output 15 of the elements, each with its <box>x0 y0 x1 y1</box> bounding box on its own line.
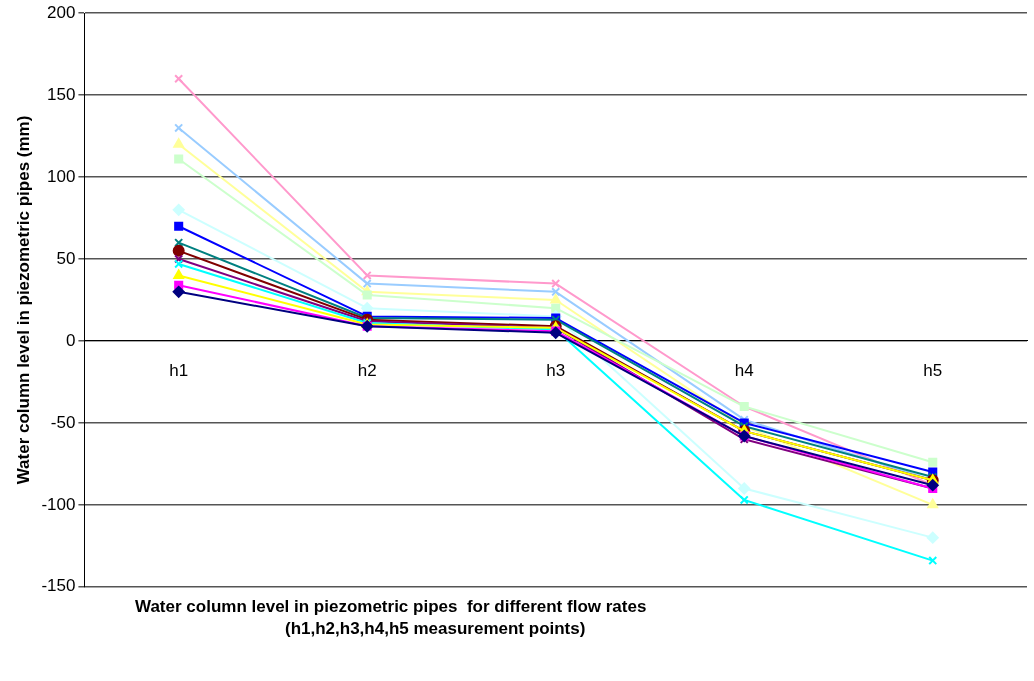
x-axis-title: Water column level in piezometric pipes for different flow rates (h1,h2,h3,h4,h5 measurement points) <box>135 596 647 640</box>
y-axis-title: Water column level in piezometric pipes (mm) <box>13 115 33 485</box>
y-tick-label: 0 <box>65 330 76 350</box>
y-tick-label: -150 <box>41 576 76 596</box>
y-tick-label: 100 <box>47 166 76 186</box>
y-tick-label: -50 <box>50 412 76 432</box>
y-tick-label: 150 <box>47 84 76 104</box>
x-tick-label: h1 <box>169 360 189 380</box>
y-tick-label: 200 <box>47 2 76 22</box>
x-tick-label: h2 <box>357 360 377 380</box>
x-tick-label: h5 <box>923 360 943 380</box>
x-tick-label: h4 <box>734 360 754 380</box>
y-tick-label: -100 <box>41 494 76 514</box>
x-tick-label: h3 <box>546 360 566 380</box>
y-tick-label: 50 <box>56 248 76 268</box>
